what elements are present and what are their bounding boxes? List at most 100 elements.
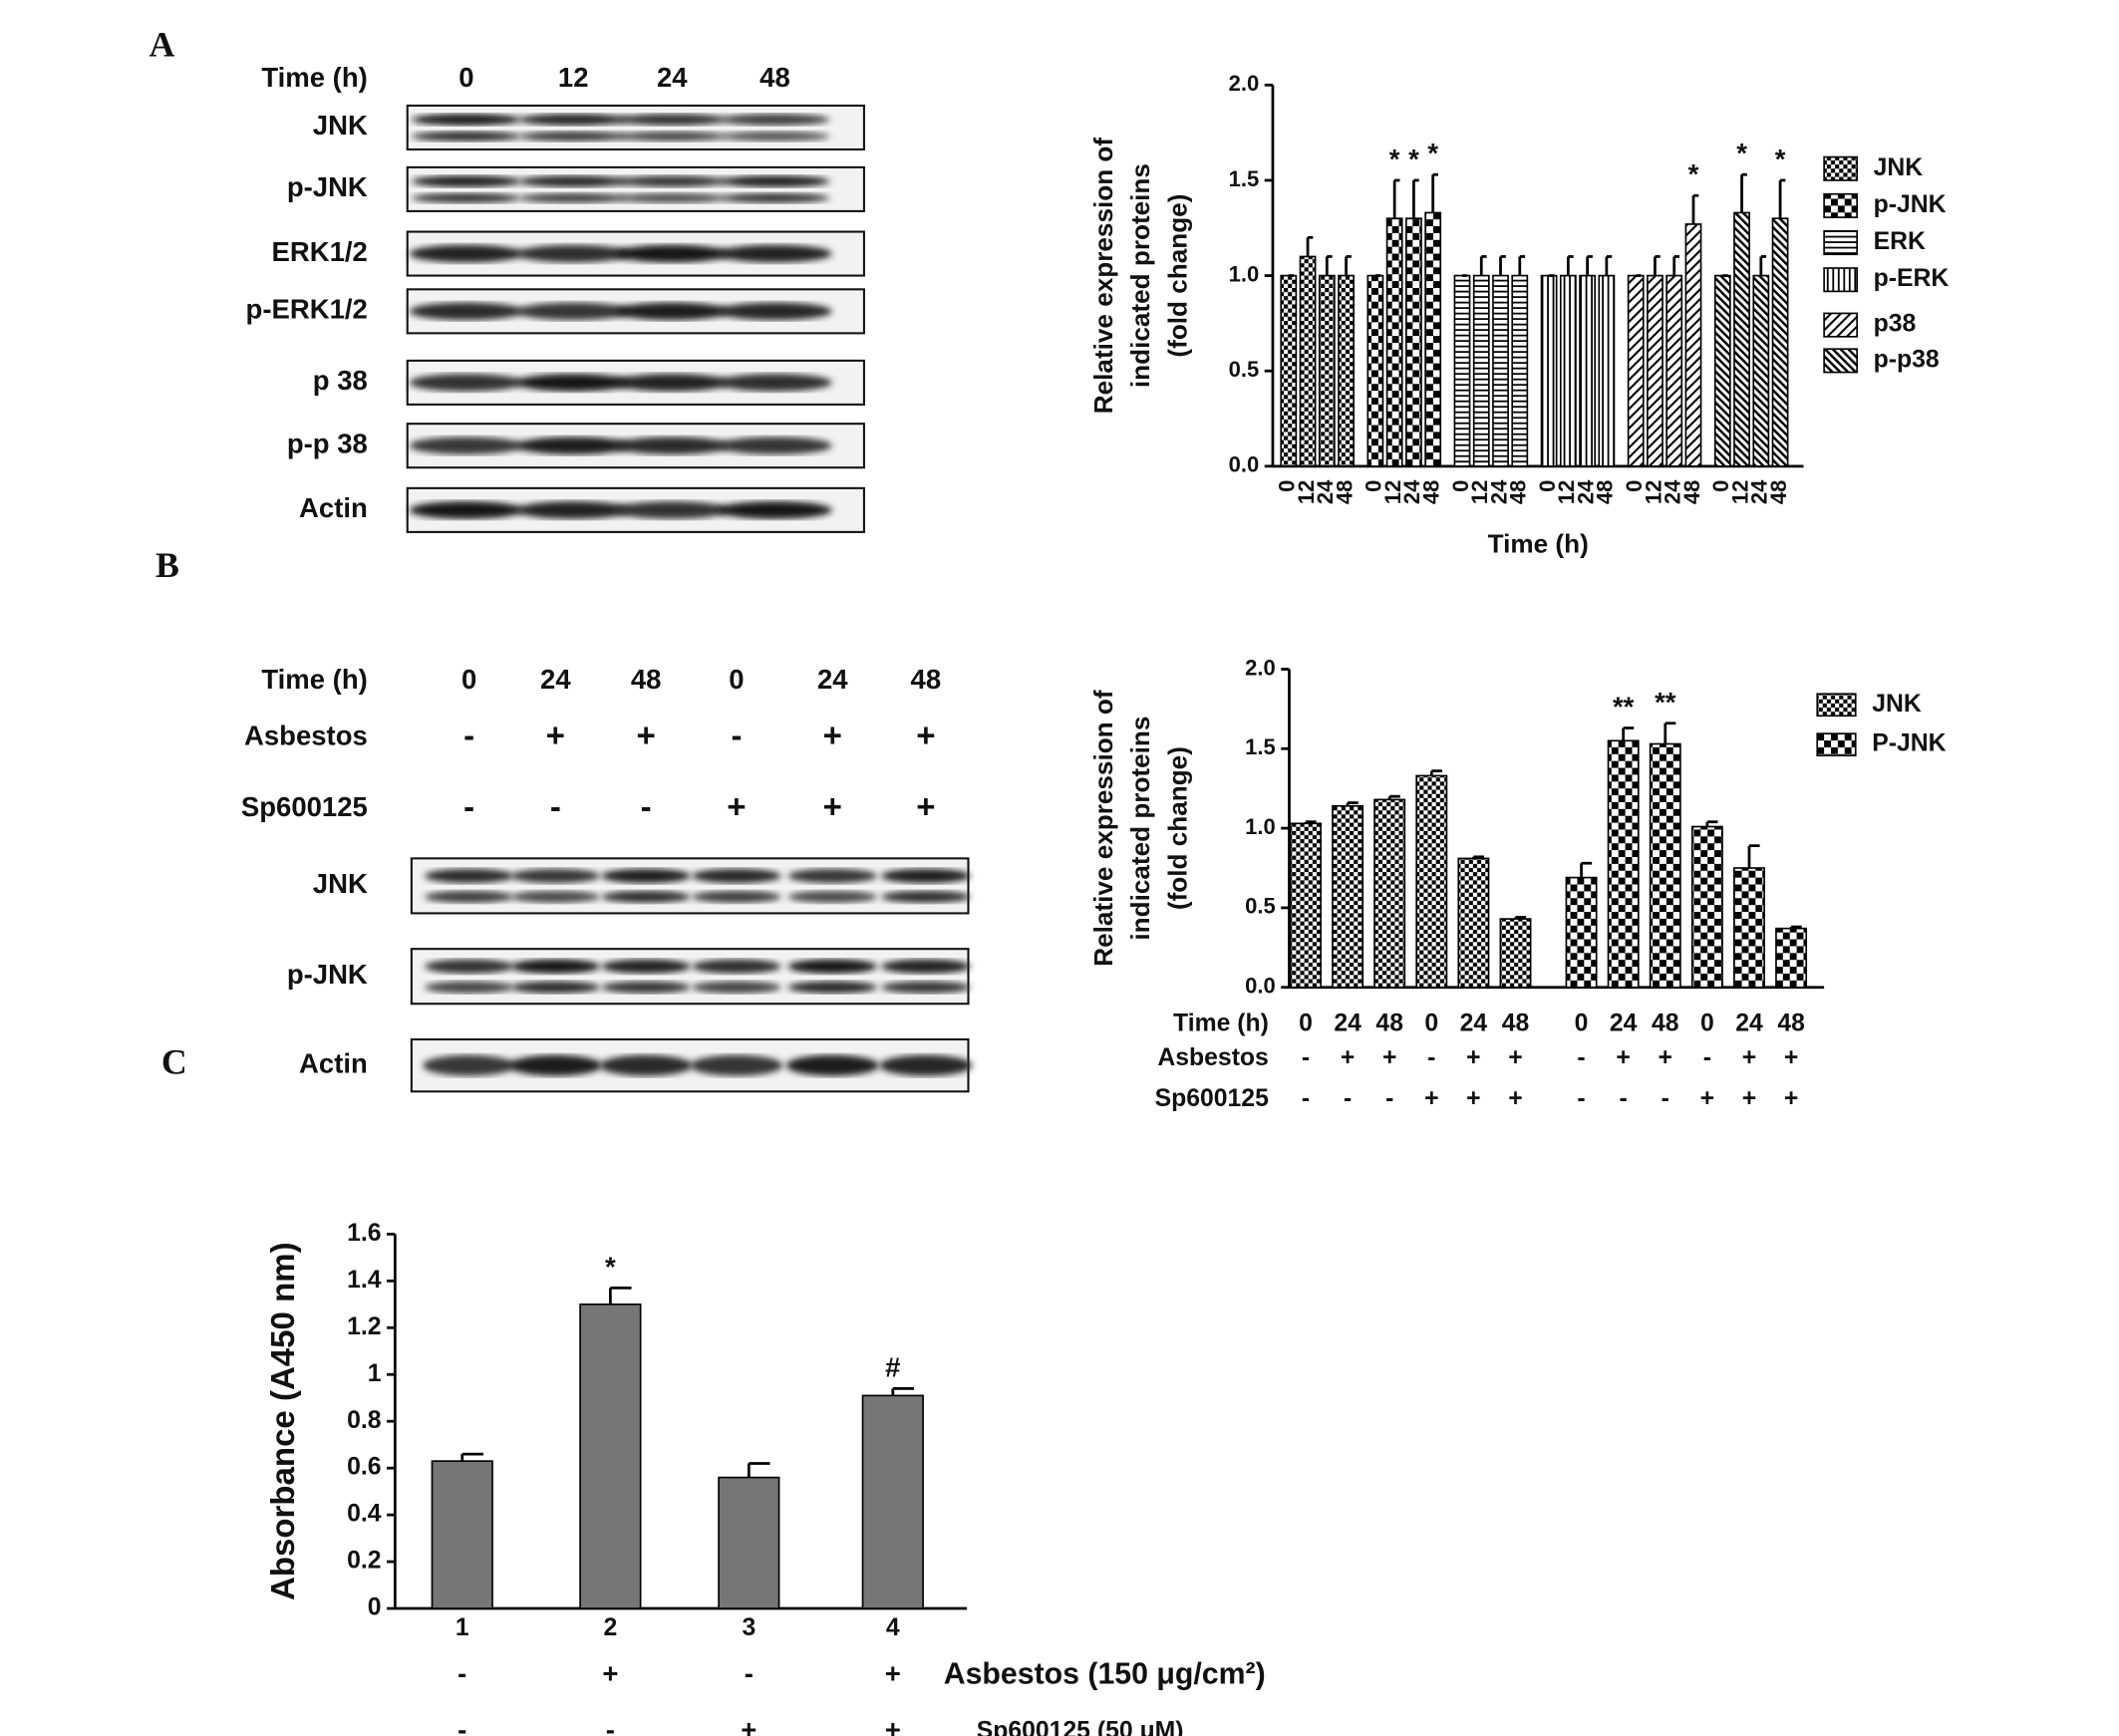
x-row-label: Asbestos — [1157, 1044, 1268, 1071]
x-tick-label: + — [1508, 1085, 1522, 1112]
blot-band — [601, 890, 691, 903]
blot-band — [515, 302, 631, 321]
significance-mark: * — [1389, 144, 1400, 174]
blot-band — [424, 981, 514, 994]
bar — [1733, 867, 1765, 989]
x-tick-label: 0 — [1700, 1010, 1714, 1036]
blot-row-label: ERK1/2 — [272, 236, 368, 267]
x-tick-label: 48 — [1593, 480, 1618, 504]
blot-column-label: 24 — [540, 664, 571, 695]
panel-label: A — [149, 24, 174, 64]
x-tick-label: + — [1382, 1044, 1396, 1071]
x-tick-label: + — [1742, 1085, 1756, 1112]
x-tick-label: 24 — [1610, 1010, 1638, 1036]
blot-band — [881, 890, 971, 903]
bar — [1385, 217, 1403, 467]
blot-row-label: p-p 38 — [287, 428, 368, 458]
x-tick-label: 48 — [1375, 1010, 1403, 1036]
bar — [1559, 274, 1577, 467]
blot-header: Time (h) — [261, 62, 367, 93]
blot-frame — [410, 857, 970, 915]
blot-band — [518, 131, 629, 142]
x-tick-label: + — [1341, 1044, 1355, 1071]
blot-band — [411, 175, 521, 187]
bar — [1405, 217, 1422, 467]
x-row-label: Asbestos (150 μg/cm²) — [944, 1657, 1266, 1690]
blot-column-label: 24 — [817, 664, 848, 695]
bar — [1318, 274, 1336, 467]
y-tick-label: 0.5 — [1229, 357, 1260, 382]
blot-band — [423, 1054, 516, 1076]
bar — [431, 1460, 493, 1609]
x-tick-label: 0 — [1275, 480, 1300, 492]
bar — [1373, 798, 1406, 989]
y-tick-label: 0 — [368, 1594, 382, 1621]
blot-band — [787, 981, 877, 994]
x-tick-label: 12 — [1641, 480, 1665, 504]
bar — [1565, 876, 1598, 989]
blot-column-label: 12 — [558, 62, 589, 93]
x-tick-label: - — [1385, 1085, 1393, 1112]
x-tick-label: 12 — [1467, 480, 1492, 504]
y-tick-label: 1.0 — [1245, 814, 1276, 839]
x-tick-label: 12 — [1380, 480, 1405, 504]
blot-band — [424, 868, 514, 884]
x-tick-label: + — [1466, 1085, 1480, 1112]
blot-header: Time (h) — [261, 664, 367, 695]
blot-frame — [406, 165, 865, 212]
blot-row-label: p-ERK1/2 — [246, 294, 368, 325]
blot-band — [718, 374, 832, 392]
blot-row-label: p 38 — [313, 365, 368, 396]
x-tick-label: 0 — [1708, 480, 1733, 492]
bar — [1752, 274, 1770, 467]
x-tick-label: 0 — [1362, 480, 1386, 492]
blot-band — [881, 868, 971, 884]
bar — [1332, 804, 1364, 989]
bar — [1299, 255, 1317, 467]
blot-band — [720, 131, 830, 142]
bar — [718, 1476, 780, 1609]
x-tick-label: - — [1427, 1044, 1435, 1071]
blot-band — [615, 436, 730, 455]
blot-band — [615, 374, 730, 392]
significance-mark: ** — [1613, 692, 1635, 723]
x-tick-label: + — [885, 1658, 901, 1689]
significance-mark: * — [1688, 158, 1699, 189]
blot-column-label: + — [823, 788, 842, 825]
blot-column-label: 48 — [911, 664, 942, 695]
y-tick-label: 0.5 — [1245, 894, 1276, 919]
x-tick-label: 48 — [1332, 480, 1357, 504]
x-tick-label: - — [1662, 1085, 1669, 1112]
bar — [1579, 274, 1597, 467]
x-tick-label: 48 — [1506, 480, 1531, 504]
blot-band — [510, 959, 601, 974]
x-tick-label: + — [1784, 1085, 1798, 1112]
y-tick-label: 2.0 — [1245, 655, 1276, 680]
significance-mark: * — [1775, 144, 1786, 174]
x-tick-label: + — [1742, 1044, 1756, 1071]
bar — [1607, 739, 1640, 989]
blot-column-label: - — [731, 717, 742, 753]
bar — [1690, 825, 1723, 989]
legend-swatch — [1823, 192, 1858, 218]
y-tick-label: 0.8 — [347, 1407, 381, 1434]
bar — [1453, 274, 1471, 467]
bar — [1627, 274, 1645, 467]
x-tick-label: 48 — [1418, 480, 1443, 504]
x-tick-label: 24 — [1735, 1010, 1763, 1036]
blot-band — [718, 302, 832, 321]
x-tick-label: 48 — [1502, 1010, 1530, 1036]
y-tick-label: 0.4 — [347, 1501, 382, 1528]
blot-band — [720, 114, 830, 126]
x-tick-label: 48 — [1652, 1010, 1679, 1036]
x-tick-label: 1 — [455, 1614, 469, 1641]
y-tick-label: 0.2 — [347, 1548, 381, 1575]
blot-column-label: 0 — [461, 664, 476, 695]
bar — [1338, 274, 1355, 467]
x-tick-label: + — [885, 1714, 901, 1736]
blot-column-label: 48 — [759, 62, 790, 93]
x-tick-label: 48 — [1766, 480, 1791, 504]
legend-label: JNK — [1872, 691, 1922, 718]
blot-column-label: + — [636, 717, 655, 753]
